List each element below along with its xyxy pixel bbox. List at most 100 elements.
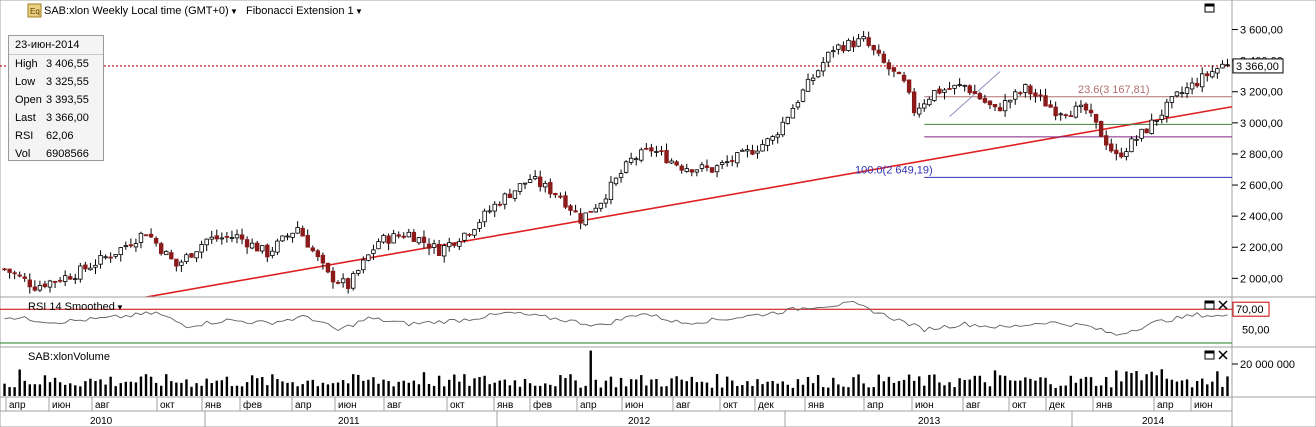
month-label: июн [1194,400,1213,411]
volume-bar [245,382,249,396]
trend-line[interactable] [4,105,1233,323]
candle [315,250,321,258]
candle [548,182,553,195]
maximize-icon[interactable] [1204,350,1215,360]
volume-bar [852,377,855,396]
rsi-title[interactable]: RSI 14 Smoothed [28,301,115,313]
volume-bar [1226,376,1229,396]
volume-bar [1054,387,1057,396]
candle [452,242,457,246]
candle [684,168,689,172]
candle [639,149,644,161]
volume-bar [407,382,411,396]
candle [790,108,796,119]
volume-bar [892,382,896,396]
month-label: фев [243,399,262,411]
volume-bar [1084,376,1088,396]
volume-bar [382,379,385,396]
rsi-close-button[interactable] [1218,300,1228,310]
candle [386,235,391,244]
rsi-dropdown-icon[interactable]: ▼ [116,303,124,312]
candle [527,179,533,183]
volume-bar [139,376,143,396]
volume-bar [528,383,532,396]
eq-icon[interactable] [27,3,42,18]
volume-bar [74,385,77,396]
volume-bar [1074,382,1078,396]
candle [361,259,366,271]
volume-bar [1125,371,1128,396]
candle [17,274,22,277]
candle [851,40,856,48]
candle [174,258,179,267]
candle [1134,138,1139,141]
maximize-icon[interactable] [1204,300,1215,310]
volume-bar [902,379,906,396]
time-axis-corner [1231,396,1316,427]
volume-bar [58,382,62,396]
candle [694,169,700,173]
candle [750,150,755,155]
volume-bar [331,383,335,396]
fib-anchor-line[interactable] [949,71,1001,117]
volume-bar [629,379,633,396]
maximize-icon[interactable] [1204,3,1215,13]
volume-bar [79,386,82,396]
symbol-label[interactable]: SAB:xlon Weekly Local time (GMT+0) [44,5,229,17]
candle [972,91,977,95]
volume-bar [988,386,992,396]
candle [1033,92,1038,97]
study-label[interactable]: Fibonacci Extension 1 [246,5,354,17]
maximize-price-button[interactable] [1204,3,1215,13]
candle [846,39,851,51]
candle [7,268,12,273]
volume-bar [700,381,704,396]
candle [613,177,619,185]
candle [1210,71,1215,78]
volume-bar [872,387,875,396]
volume-bar [1140,380,1143,396]
volume-bar [220,380,224,396]
candle [194,251,199,259]
candle [335,281,341,284]
fib-23-label: 23.6(3 167,81) [1078,84,1150,96]
volume-bar [28,384,31,396]
symbol-dropdown-icon[interactable]: ▼ [230,7,238,16]
volume-bar [372,377,375,396]
volume-bar [751,385,754,396]
rsi-maximize-button[interactable] [1204,300,1215,310]
volume-bar [13,387,16,396]
info-row-high: High 3 406,55 [9,55,103,73]
volume-bar [645,385,648,396]
candle [88,267,93,271]
month-label: авг [676,400,691,411]
candle [800,89,806,102]
volume-maximize-button[interactable] [1204,350,1215,360]
info-row-last: Last 3 366,00 [9,109,103,127]
candle [765,138,770,146]
year-label: 2013 [918,416,941,427]
candle [805,78,811,92]
volume-bar [624,386,628,396]
volume-bar [731,380,734,396]
volume-close-button[interactable] [1218,350,1228,360]
volume-bar [746,381,749,396]
price-tick-label: 2 800,00 [1240,149,1283,161]
candle [431,243,437,248]
volume-bar [175,382,178,396]
volume-title[interactable]: SAB:xlonVolume [28,351,110,363]
volume-bar [159,385,163,396]
study-dropdown-icon[interactable]: ▼ [355,7,363,16]
price-tick-label: 3 200,00 [1240,87,1283,99]
candle [901,74,907,82]
candle [517,183,523,192]
volume-bar [559,375,562,396]
volume-bar [725,376,729,396]
volume-bar [134,382,138,396]
info-label: Vol [15,148,31,160]
volume-bar [286,382,289,396]
eq-icon-glyph: Eq [30,7,40,16]
candle [1093,113,1099,123]
candle [871,45,876,51]
candle [583,212,588,226]
